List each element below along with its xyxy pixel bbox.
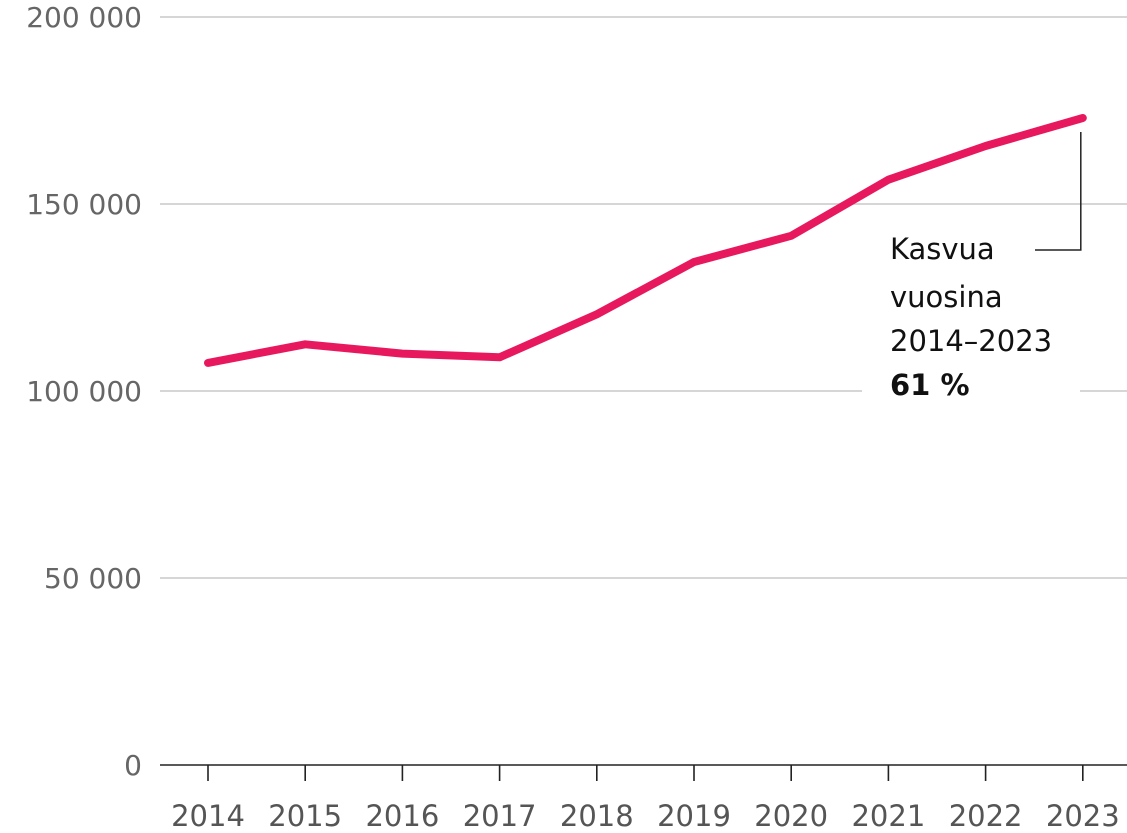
x-tick-label: 2014 [171, 799, 245, 833]
x-tick-label: 2016 [365, 799, 439, 833]
annotation-growth-value: 61 % [890, 368, 970, 402]
x-tick-label: 2015 [268, 799, 342, 833]
x-tick-label: 2017 [463, 799, 537, 833]
x-tick-label: 2023 [1046, 799, 1120, 833]
annotation-background [862, 226, 1080, 408]
annotation-leader-line [1035, 131, 1082, 251]
x-tick-label: 2022 [949, 799, 1023, 833]
x-axis: 2014 2015 2016 2017 2018 2019 2020 2021 2022 2023 [160, 764, 1127, 833]
x-tick-label: 2019 [657, 799, 731, 833]
y-tick-label: 100 000 [26, 375, 142, 408]
x-tick-label: 2020 [754, 799, 828, 833]
annotation-text-line-2: vuosina [890, 280, 1003, 314]
annotation-text-line-1: Kasvua [890, 232, 995, 266]
growth-annotation: Kasvua vuosina 2014–2023 61 % [862, 131, 1082, 408]
y-tick-label: 0 [124, 749, 142, 782]
x-tick-label: 2018 [560, 799, 634, 833]
y-tick-label: 150 000 [26, 188, 142, 221]
series-layer [204, 114, 1087, 367]
y-axis-tick-labels: 0 50 000 100 000 150 000 200 000 [26, 1, 142, 782]
x-tick-label: 2021 [851, 799, 925, 833]
y-tick-label: 50 000 [44, 562, 142, 595]
y-tick-label: 200 000 [26, 1, 142, 34]
series-line [204, 114, 1087, 367]
annotation-text-line-3: 2014–2023 [890, 324, 1052, 358]
